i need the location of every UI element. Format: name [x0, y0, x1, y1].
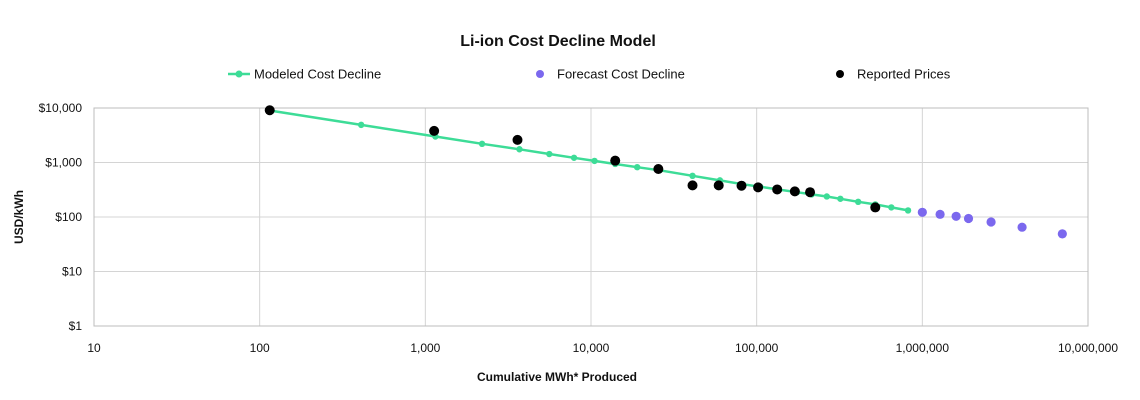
y-tick-label: $10,000	[39, 101, 83, 115]
x-tick-label: 100,000	[735, 341, 779, 355]
data-point	[854, 198, 862, 206]
data-point	[789, 186, 800, 197]
data-point	[805, 187, 816, 198]
data-point	[633, 163, 641, 171]
data-point	[512, 134, 523, 145]
data-point	[546, 150, 553, 158]
series-forecast-cost-decline	[917, 207, 1067, 239]
legend-marker-0	[235, 70, 243, 78]
legend-marker-1	[536, 70, 544, 78]
data-point	[570, 154, 578, 161]
y-tick-label: $1,000	[45, 156, 82, 170]
data-point	[478, 140, 486, 148]
x-axis-label: Cumulative MWh* Produced	[477, 370, 637, 384]
chart-title: Li-ion Cost Decline Model	[460, 33, 656, 50]
data-point	[951, 211, 961, 221]
data-point	[837, 195, 844, 202]
legend-label: Forecast Cost Decline	[557, 67, 685, 82]
y-tick-label: $100	[55, 210, 82, 224]
data-point	[1017, 222, 1027, 232]
y-tick-label: $1	[69, 319, 83, 333]
series-modeled-cost-decline	[266, 107, 912, 214]
data-point	[713, 180, 724, 191]
legend: Modeled Cost Decline Forecast Cost Declin…	[228, 67, 951, 82]
legend-marker-2	[836, 70, 844, 78]
data-point	[653, 163, 664, 174]
tick-labels: 10 100 1,000 10,000 100,000 1,000,000 10,000,0…	[39, 101, 1119, 355]
data-point	[610, 155, 621, 166]
x-tick-label: 10,000,000	[1058, 341, 1118, 355]
legend-label: Modeled Cost Decline	[254, 67, 381, 82]
data-point	[736, 180, 747, 191]
data-point	[689, 172, 696, 180]
x-tick-label: 100	[250, 341, 270, 355]
data-point	[935, 209, 945, 219]
data-point	[772, 184, 783, 195]
data-point	[687, 180, 698, 191]
series-layer	[264, 105, 1067, 239]
x-tick-label: 10	[87, 341, 101, 355]
data-point	[888, 204, 895, 211]
data-point	[516, 146, 523, 153]
data-point	[1057, 229, 1067, 239]
data-point	[429, 125, 440, 136]
x-tick-label: 1,000,000	[896, 341, 950, 355]
data-point	[753, 182, 764, 193]
x-tick-label: 10,000	[573, 341, 610, 355]
data-point	[591, 157, 598, 165]
data-point	[963, 213, 974, 224]
y-axis-label: USD/kWh	[12, 190, 26, 244]
data-point	[904, 207, 912, 214]
data-point	[823, 193, 830, 200]
series-reported-prices	[264, 105, 881, 213]
data-point	[870, 202, 881, 213]
y-tick-label: $10	[62, 265, 82, 279]
data-point	[357, 121, 365, 129]
legend-label: Reported Prices	[857, 67, 951, 82]
data-point	[264, 105, 275, 116]
x-tick-label: 1,000	[410, 341, 440, 355]
plot-frame	[93, 107, 1089, 327]
data-point	[986, 217, 996, 227]
data-point	[917, 207, 927, 217]
